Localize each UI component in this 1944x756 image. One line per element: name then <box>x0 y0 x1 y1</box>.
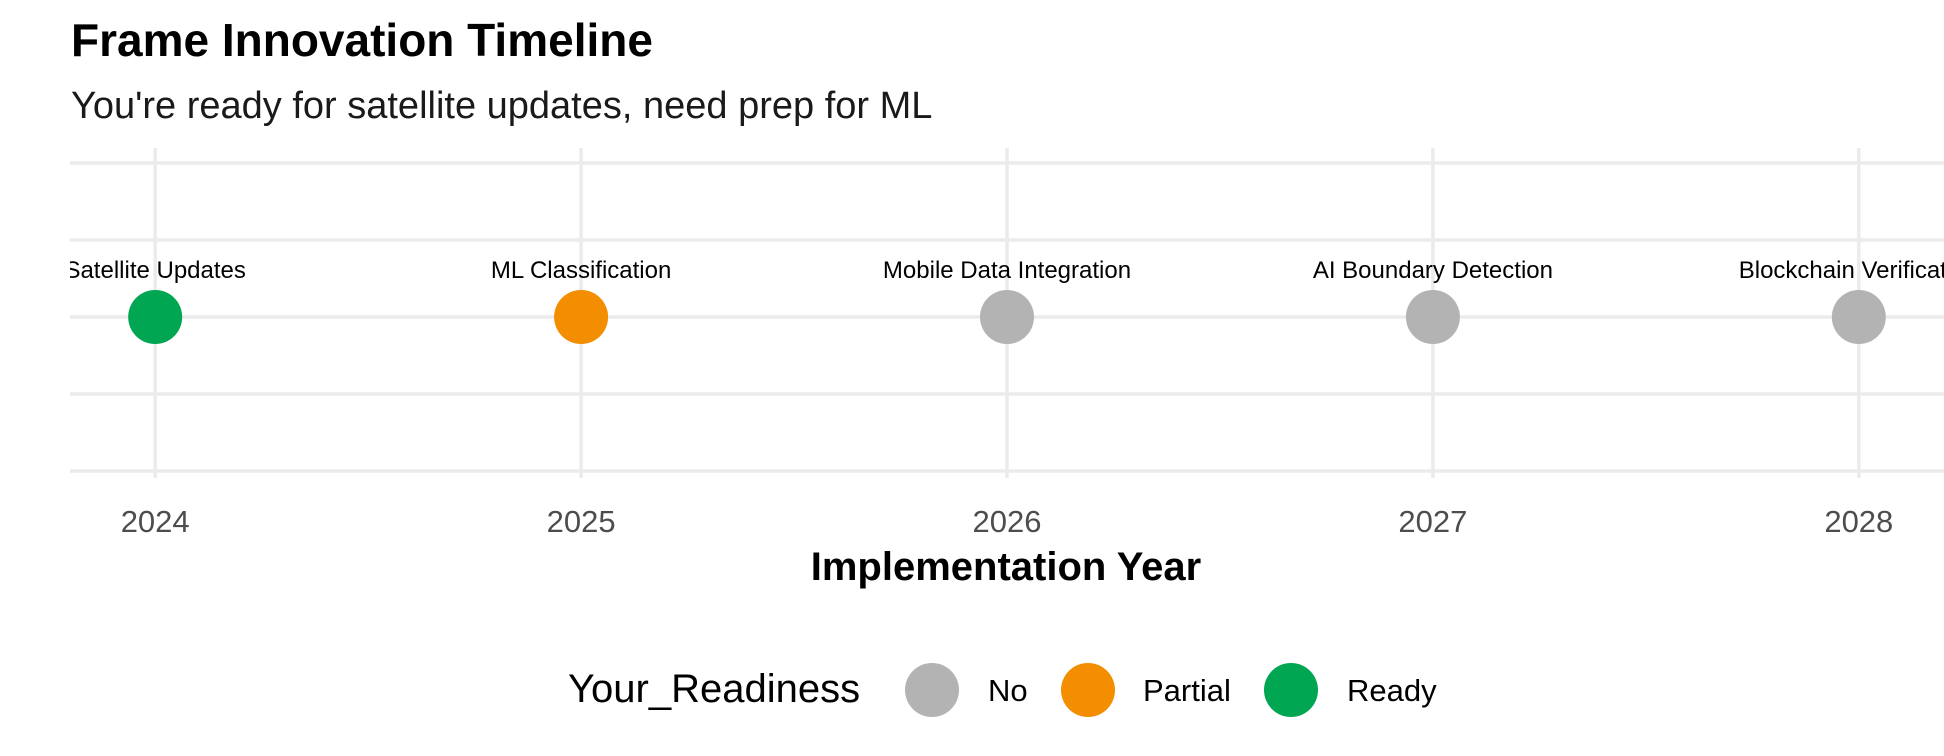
x-tick-label: 2026 <box>973 504 1042 539</box>
legend-label: No <box>988 673 1028 708</box>
legend-key <box>1061 663 1115 717</box>
data-label: Blockchain Verification <box>1739 257 1944 284</box>
chart-subtitle: You're ready for satellite updates, need… <box>71 85 932 127</box>
data-point <box>128 290 183 344</box>
data-label: Mobile Data Integration <box>883 257 1131 284</box>
x-axis-ticks: 2024 2025 2026 2027 2028 <box>121 504 1894 539</box>
legend-title: Your_Readiness <box>568 667 860 711</box>
data-label: AI Boundary Detection <box>1313 257 1553 284</box>
legend-key <box>1264 663 1318 717</box>
legend-label: Partial <box>1143 673 1231 708</box>
legend-entries: No Partial Ready <box>905 663 1437 717</box>
x-tick-label: 2024 <box>121 504 190 539</box>
data-label: Satellite Updates <box>64 257 245 284</box>
x-tick-label: 2025 <box>547 504 616 539</box>
plot-panel: Satellite Updates ML Classification Mobile… <box>64 148 1944 478</box>
data-point <box>980 290 1034 344</box>
data-point <box>1405 290 1460 344</box>
x-axis-title: Implementation Year <box>811 545 1202 589</box>
legend: Your_Readiness No Partial Ready <box>568 663 1437 717</box>
legend-key <box>905 663 959 717</box>
x-tick-label: 2028 <box>1824 504 1893 539</box>
data-label: ML Classification <box>491 257 672 284</box>
data-points: Satellite Updates ML Classification Mobile… <box>64 257 1944 344</box>
chart-title: Frame Innovation Timeline <box>71 14 653 66</box>
data-point <box>554 290 609 344</box>
x-tick-label: 2027 <box>1398 504 1467 539</box>
data-point <box>1831 290 1886 344</box>
legend-label: Ready <box>1347 673 1437 708</box>
